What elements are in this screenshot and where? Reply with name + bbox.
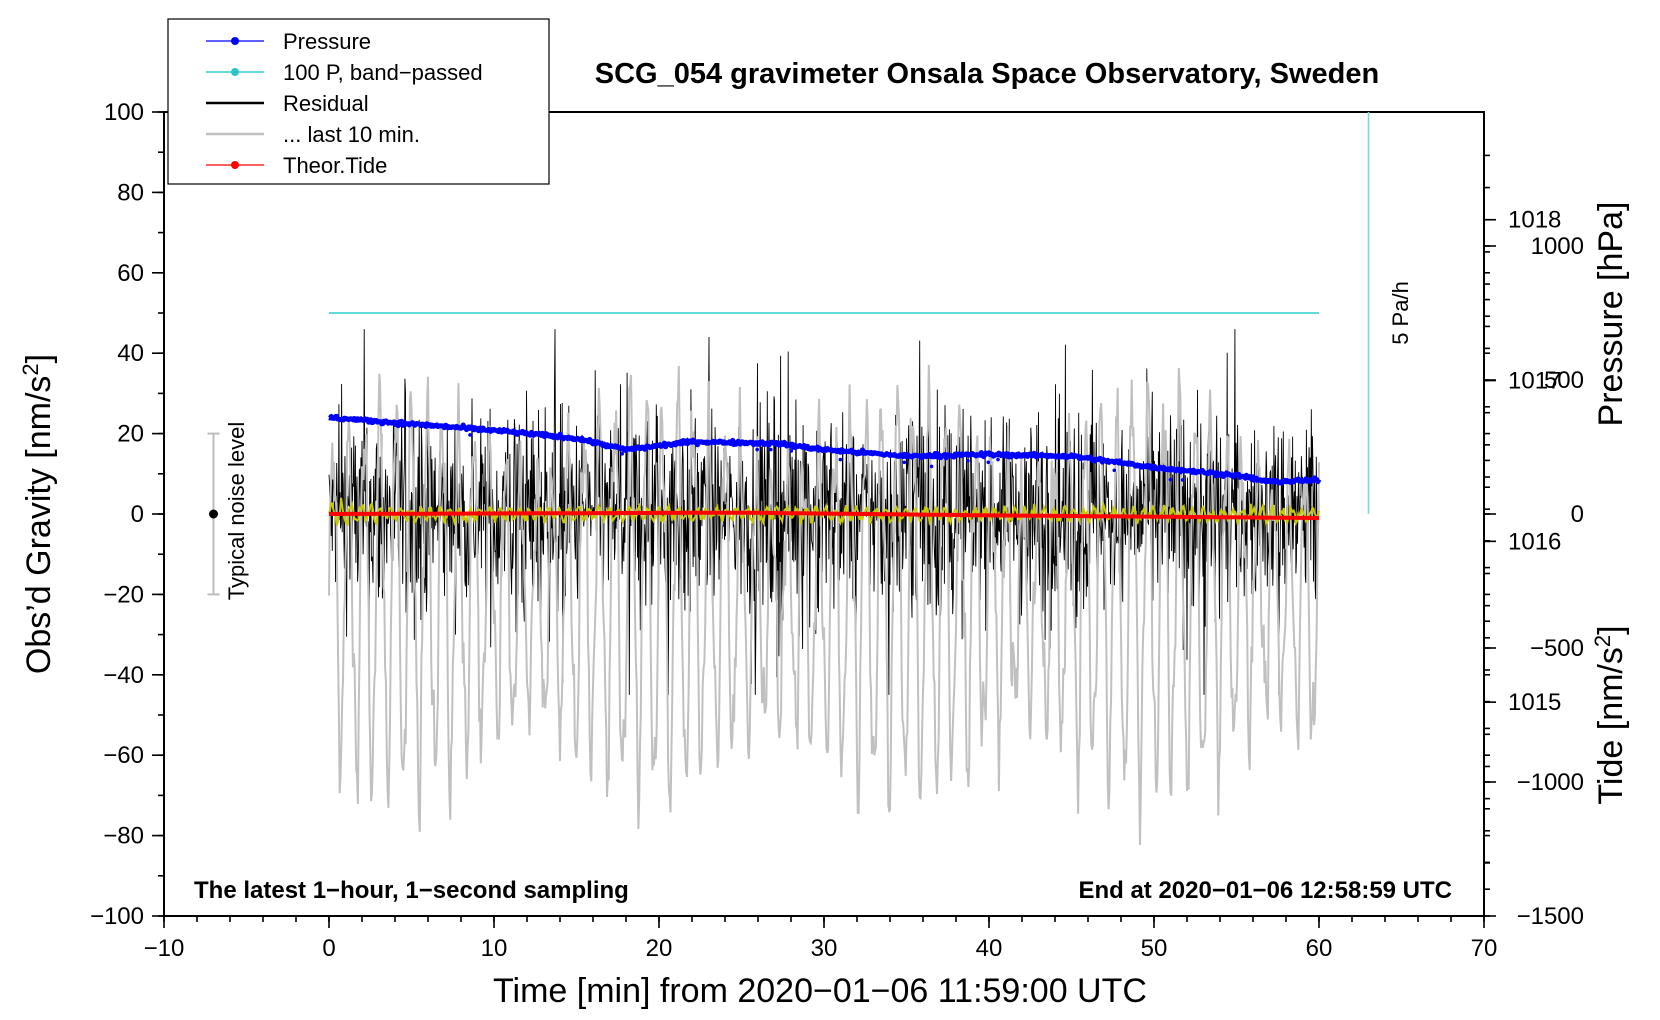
legend-marker [231, 68, 239, 76]
pressure-outlier-point [996, 457, 1000, 462]
pressure-outlier-point [1112, 468, 1117, 473]
tide-axis-title-text: Tide [nm/s [1592, 647, 1630, 804]
pressure-outlier-point [620, 452, 624, 456]
pressure-outlier-point [929, 464, 934, 469]
y-tick-label: 60 [117, 260, 144, 287]
y-tick-label: 40 [117, 340, 144, 367]
x-tick-label: 50 [1141, 935, 1168, 962]
legend: Pressure 100 P, band−passed Residual ... la… [167, 18, 550, 185]
x-tick-label: 20 [646, 935, 673, 962]
tide-tick-label: 500 [1544, 367, 1584, 394]
legend-label: Pressure [283, 29, 371, 54]
series-pressure [327, 413, 1322, 486]
tide-axis-title-sup: 2 [1590, 635, 1615, 647]
series-residual [328, 329, 1320, 695]
annotation-end-time: End at 2020−01−06 12:58:59 UTC [1078, 877, 1452, 904]
pressure-tick-label: 1016 [1508, 528, 1561, 555]
y-tick-label: −20 [103, 581, 144, 608]
y-axis-title-text: Obs’d Gravity [nm/s [20, 376, 58, 675]
pressure-outlier-point [1168, 477, 1173, 482]
y-axis-title: Obs’d Gravity [nm/s2] [18, 354, 58, 674]
x-tick-label: 40 [976, 935, 1003, 962]
pressure-outlier-point [468, 433, 472, 437]
pressure-outlier-point [966, 459, 970, 463]
tide-tick-label: −500 [1530, 635, 1584, 662]
x-tick-label: 0 [322, 935, 335, 962]
legend-label: 100 P, band−passed [283, 60, 483, 85]
pressure-tick-label: 1017 [1508, 368, 1561, 395]
tick-labels: −10 0 10 20 30 40 50 60 70−100−80−60−40−20020406… [90, 99, 1584, 962]
tide-tick-label: −1000 [1517, 769, 1584, 796]
x-tick-label: 70 [1471, 935, 1498, 962]
legend-label: ... last 10 min. [283, 122, 420, 147]
tide-axis-title: Tide [nm/s2] [1590, 625, 1630, 804]
data-layer [207, 112, 1370, 846]
pressure-outlier-point [838, 457, 843, 462]
pressure-outlier-point [902, 460, 907, 465]
pressure-rate-label: 5 Pa/h [1388, 281, 1413, 345]
legend-marker [231, 37, 239, 45]
pressure-outlier-point [769, 447, 773, 452]
y-tick-label: 100 [104, 99, 144, 126]
tide-axis-title-close: ] [1592, 625, 1630, 634]
y-tick-label: −100 [90, 903, 144, 930]
noise-level-label: Typical noise level [224, 422, 249, 601]
series-theoretical-tide [329, 510, 1319, 520]
y-axis-title-close: ] [20, 354, 58, 363]
pressure-axis-title: Pressure [hPa] [1592, 202, 1630, 427]
pressure-outlier-point [755, 447, 759, 452]
tick-marks [152, 111, 1496, 928]
tide-tick-label: 1000 [1531, 233, 1584, 260]
y-tick-label: 80 [117, 179, 144, 206]
pressure-tick-label: 1018 [1508, 207, 1561, 234]
tide-tick-label: −1500 [1517, 903, 1584, 930]
pressure-outlier-point [986, 460, 991, 465]
x-tick-label: 10 [481, 935, 508, 962]
x-tick-label: 60 [1306, 935, 1333, 962]
y-tick-label: −40 [103, 662, 144, 689]
chart-title: SCG_054 gravimeter Onsala Space Observat… [595, 58, 1379, 90]
legend-label: Residual [283, 91, 369, 116]
pressure-outlier-point [789, 449, 794, 453]
legend-box [167, 18, 550, 185]
y-tick-label: 20 [117, 421, 144, 448]
legend-label: Theor.Tide [283, 153, 387, 178]
x-tick-label: −10 [144, 935, 185, 962]
x-tick-label: 30 [811, 935, 838, 962]
x-axis-title: Time [min] from 2020−01−06 11:59:00 UTC [493, 972, 1147, 1010]
legend-marker [231, 161, 239, 169]
tide-tick-label: 0 [1571, 501, 1584, 528]
pressure-tick-label: 1015 [1508, 689, 1561, 716]
y-tick-label: 0 [131, 501, 144, 528]
y-axis-title-sup: 2 [18, 363, 43, 375]
pressure-outlier-point [1180, 478, 1185, 482]
y-tick-label: −60 [103, 742, 144, 769]
noise-bar-center [209, 509, 218, 519]
series-last-10-min [328, 364, 1320, 846]
annotation-sampling: The latest 1−hour, 1−second sampling [194, 877, 629, 904]
y-tick-label: −80 [103, 823, 144, 850]
